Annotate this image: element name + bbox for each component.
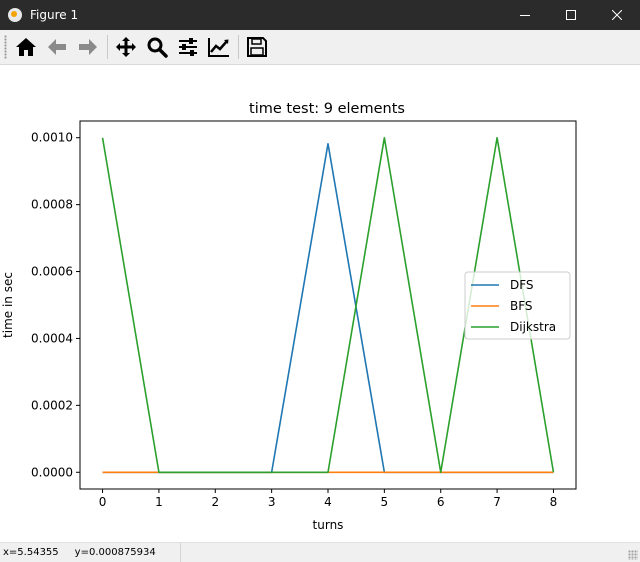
plot-area [101, 136, 555, 474]
close-icon [612, 10, 622, 20]
window-controls [502, 0, 640, 30]
matplotlib-icon [8, 8, 22, 22]
minimize-button[interactable] [502, 0, 548, 30]
magnifier-icon [147, 37, 168, 58]
save-button[interactable] [242, 32, 272, 62]
x-tick-label: 7 [493, 495, 501, 509]
sliders-icon [179, 38, 197, 56]
customize-button[interactable] [204, 32, 234, 62]
legend-label-bfs: BFS [510, 299, 533, 313]
toolbar-separator [238, 35, 239, 59]
subplots-button[interactable] [173, 32, 203, 62]
y-tick-label: 0.0010 [31, 131, 73, 145]
status-bar: x=5.54355 y=0.000875934 [0, 542, 640, 562]
forward-button[interactable] [73, 32, 103, 62]
x-tick-label: 4 [324, 495, 332, 509]
maximize-icon [566, 10, 576, 20]
floppy-disk-icon [247, 37, 267, 57]
arrow-left-icon [48, 39, 66, 55]
x-tick-label: 6 [437, 495, 445, 509]
zoom-button[interactable] [142, 32, 172, 62]
close-button[interactable] [594, 0, 640, 30]
y-tick-label: 0.0002 [31, 398, 73, 412]
resize-grip[interactable] [628, 550, 638, 560]
legend-label-dijkstra: Dijkstra [510, 320, 556, 334]
trend-chart-icon [208, 38, 229, 57]
x-tick-label: 8 [550, 495, 558, 509]
y-coordinate: y=0.000875934 [74, 547, 156, 558]
x-axis-label: turns [313, 518, 344, 532]
coordinate-readout: x=5.54355 y=0.000875934 [0, 543, 181, 562]
axis-ticks: 0 1 2 3 4 5 6 7 8 0.0000 0.0002 0.0004 0.0006 0.0008 0… [31, 131, 557, 509]
move-icon [116, 37, 136, 57]
y-tick-label: 0.0000 [31, 465, 73, 479]
x-tick-label: 5 [381, 495, 389, 509]
home-icon [16, 38, 36, 56]
maximize-button[interactable] [548, 0, 594, 30]
minimize-icon [520, 15, 530, 16]
series-line-dijkstra [101, 136, 555, 474]
x-tick-label: 0 [99, 495, 107, 509]
line-chart[interactable]: time test: 9 elements 0 1 2 3 4 5 6 7 8 0.0000 0.0… [0, 65, 640, 542]
y-tick-label: 0.0006 [31, 265, 73, 279]
legend-box [464, 271, 571, 340]
x-tick-label: 3 [268, 495, 276, 509]
x-tick-label: 2 [211, 495, 219, 509]
toolbar-grip [4, 35, 7, 59]
x-coordinate: x=5.54355 [3, 547, 59, 558]
y-tick-label: 0.0004 [31, 331, 73, 345]
toolbar-separator [107, 35, 108, 59]
navigation-toolbar [0, 30, 640, 65]
chart-legend: DFS BFS Dijkstra [464, 271, 571, 340]
arrow-right-icon [79, 39, 97, 55]
x-tick-label: 1 [155, 495, 163, 509]
y-axis-label: time in sec [1, 272, 15, 338]
y-tick-label: 0.0008 [31, 198, 73, 212]
pan-button[interactable] [111, 32, 141, 62]
window-titlebar: Figure 1 [0, 0, 640, 30]
window-title: Figure 1 [30, 8, 79, 22]
back-button[interactable] [42, 32, 72, 62]
chart-title: time test: 9 elements [249, 101, 405, 117]
home-button[interactable] [11, 32, 41, 62]
legend-label-dfs: DFS [510, 278, 534, 292]
figure-canvas[interactable]: time test: 9 elements 0 1 2 3 4 5 6 7 8 0.0000 0.0… [0, 65, 640, 542]
